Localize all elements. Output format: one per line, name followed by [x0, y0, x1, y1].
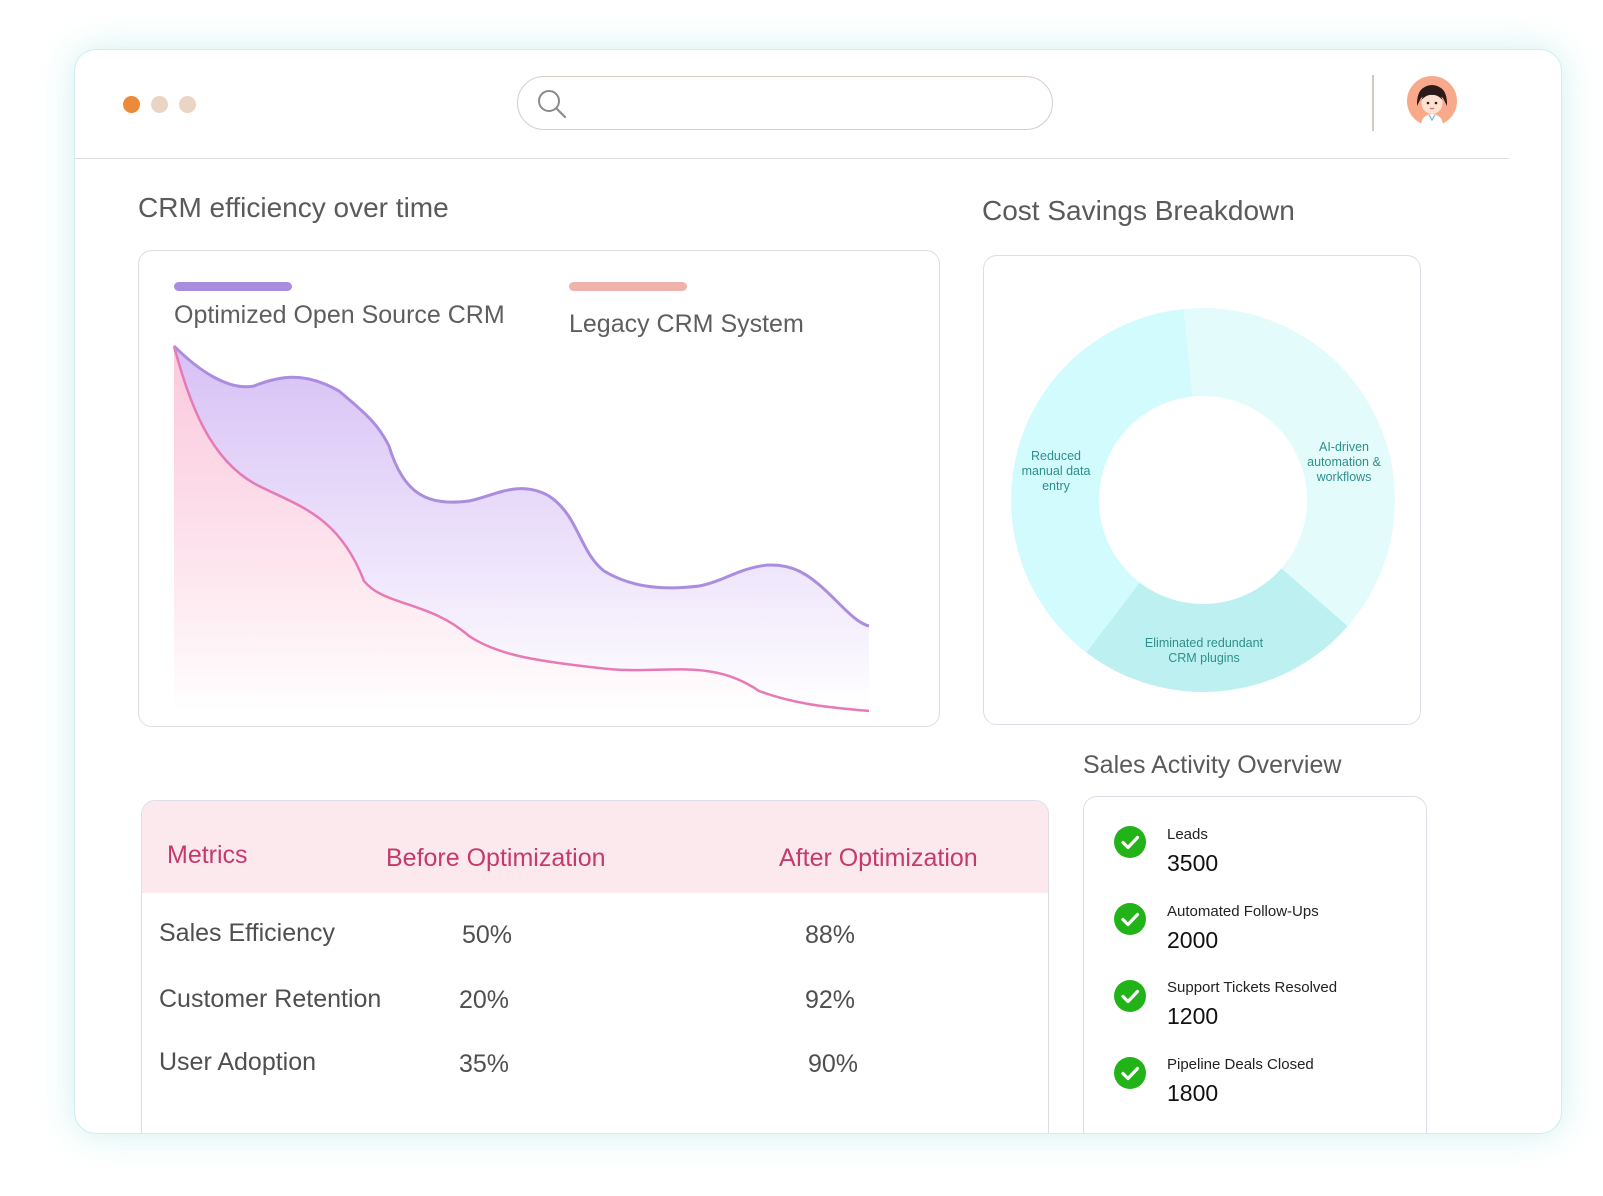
- activity-value-leads: 3500: [1167, 850, 1219, 876]
- legend-label-legacy: Legacy CRM System: [569, 310, 804, 338]
- row-sales-efficiency-metric: Sales Efficiency: [159, 919, 336, 947]
- activity-label-follow-ups: Automated Follow-Ups: [1167, 903, 1319, 920]
- row-sales-efficiency-after: 88%: [805, 921, 856, 949]
- efficiency-chart-panel: Optimized Open Source CRM Legacy CRM Sys…: [138, 250, 940, 727]
- check-circle-icon: [1114, 826, 1146, 858]
- user-avatar[interactable]: [1407, 76, 1457, 126]
- activity-label-support-tickets: Support Tickets Resolved: [1167, 979, 1338, 996]
- legend-swatch-optimized: [174, 282, 292, 291]
- activity-value-follow-ups: 2000: [1167, 927, 1219, 953]
- cost-savings-title: Cost Savings Breakdown: [982, 195, 1295, 226]
- check-circle-icon: [1114, 1057, 1146, 1089]
- legend-swatch-legacy: [569, 282, 687, 291]
- row-customer-retention-before: 20%: [459, 986, 510, 1014]
- donut-label-redundant-plugins: Eliminated redundant CRM plugins: [1144, 636, 1264, 665]
- efficiency-chart-title: CRM efficiency over time: [138, 192, 449, 223]
- check-circle-icon: [1114, 903, 1146, 935]
- cost-savings-panel: AI-driven automation & workflows Elimina…: [983, 255, 1421, 725]
- activity-label-pipeline-deals: Pipeline Deals Closed: [1167, 1056, 1314, 1073]
- donut-label-ai-automation: AI-driven automation & workflows: [1307, 440, 1381, 484]
- legend-label-optimized: Optimized Open Source CRM: [174, 301, 505, 329]
- window-minimize-dot[interactable]: [151, 96, 168, 113]
- legacy-crm-line: [172, 345, 870, 713]
- row-user-adoption-metric: User Adoption: [159, 1048, 317, 1076]
- cost-savings-donut: [1011, 308, 1395, 692]
- efficiency-area-chart: [172, 344, 870, 713]
- row-customer-retention-metric: Customer Retention: [159, 985, 382, 1013]
- header-before-optimization: Before Optimization: [386, 844, 606, 872]
- window-close-dot[interactable]: [123, 96, 140, 113]
- donut-segment-ai-automation: [1183, 308, 1395, 627]
- header-metrics: Metrics: [167, 841, 248, 869]
- optimized-crm-line: [172, 344, 870, 628]
- search-icon: [538, 90, 567, 119]
- row-user-adoption-after: 90%: [808, 1050, 859, 1078]
- legacy-crm-area: [174, 346, 869, 711]
- sales-activity-panel: Leads 3500 Automated Follow-Ups 2000 Sup…: [1083, 796, 1427, 1133]
- row-sales-efficiency-before: 50%: [462, 921, 513, 949]
- app-window: CRM efficiency over time Optimized Open …: [74, 49, 1562, 1134]
- donut-label-manual-entry: Reduced manual data entry: [1021, 449, 1091, 493]
- search-input[interactable]: [582, 85, 1026, 121]
- window-maximize-dot[interactable]: [179, 96, 196, 113]
- donut-segment-redundant-plugins: [1086, 568, 1348, 692]
- header-after-optimization: After Optimization: [779, 844, 978, 872]
- donut-segment-manual-entry: [1011, 308, 1193, 653]
- activity-label-leads: Leads: [1167, 826, 1208, 843]
- search-bar[interactable]: [517, 76, 1053, 130]
- header-divider: [1372, 75, 1374, 131]
- check-circle-icon: [1114, 980, 1146, 1012]
- title-bar: [75, 50, 1509, 159]
- table-header-row: Metrics Before Optimization After Optimi…: [142, 801, 1048, 893]
- row-user-adoption-before: 35%: [459, 1050, 510, 1078]
- row-customer-retention-after: 92%: [805, 986, 856, 1014]
- activity-value-support-tickets: 1200: [1167, 1003, 1219, 1029]
- metrics-table: Metrics Before Optimization After Optimi…: [141, 800, 1049, 1133]
- activity-value-pipeline-deals: 1800: [1167, 1080, 1219, 1106]
- sales-activity-title: Sales Activity Overview: [1083, 751, 1342, 779]
